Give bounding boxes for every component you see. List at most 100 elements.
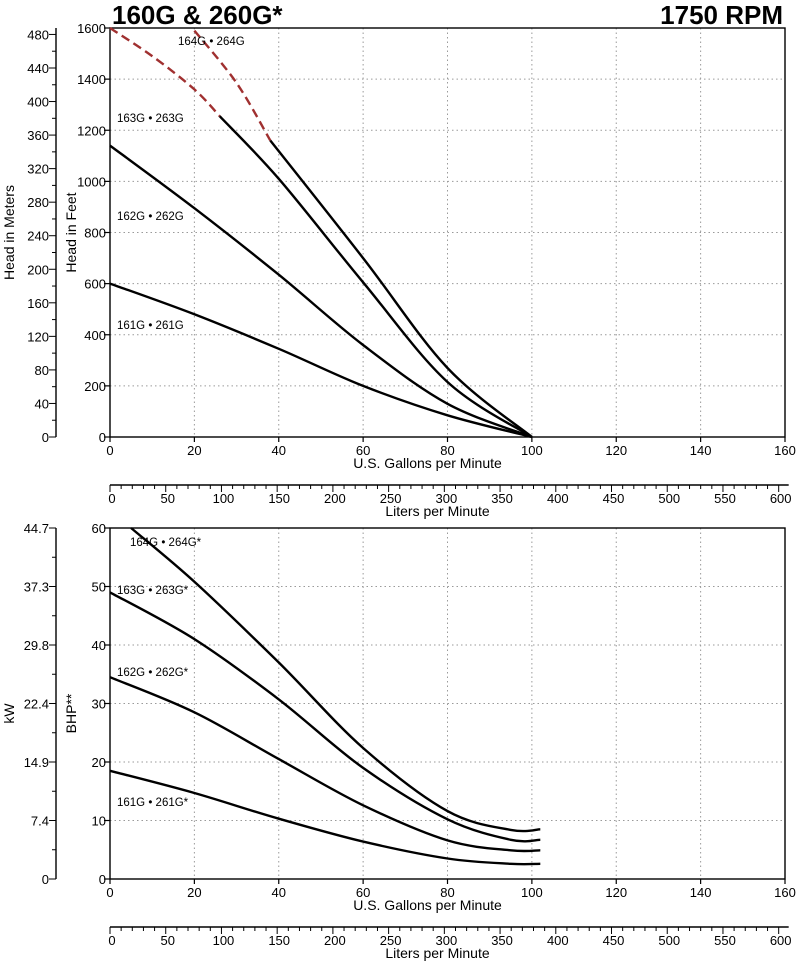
x2-tick-label: 250 xyxy=(380,491,402,506)
chart-title-left: 160G & 260G* xyxy=(112,0,283,30)
x2-tick-label: 50 xyxy=(160,933,174,948)
curve-label: 164G • 264G* xyxy=(130,537,202,549)
x2-tick-label: 600 xyxy=(770,491,792,506)
y2-tick-label: 200 xyxy=(27,262,49,277)
x2-tick-label: 250 xyxy=(380,933,402,948)
y2-tick-label: 400 xyxy=(27,95,49,110)
y2-tick-label: 160 xyxy=(27,296,49,311)
y-tick-label: 600 xyxy=(84,277,106,292)
curve-dashed-line xyxy=(109,27,221,118)
x2-tick-label: 300 xyxy=(435,491,457,506)
x2-tick-label: 450 xyxy=(603,491,625,506)
y2-tick-label: 0 xyxy=(42,872,49,887)
curve-label: 161G • 261G* xyxy=(117,797,189,809)
x2-tick-label: 350 xyxy=(491,933,513,948)
y2-tick-label: 440 xyxy=(27,61,49,76)
y-tick-label: 50 xyxy=(92,580,106,595)
y-tick-label: 800 xyxy=(84,226,106,241)
y-tick-label: 20 xyxy=(92,755,106,770)
x2-axis-label: Liters per Minute xyxy=(385,503,489,519)
x2-tick-label: 100 xyxy=(213,933,235,948)
y2-tick-label: 44.7 xyxy=(24,521,49,536)
x-tick-label: 140 xyxy=(690,443,712,458)
curve-label: 162G • 262G* xyxy=(117,667,189,679)
x-tick-label: 80 xyxy=(440,885,454,900)
curve-label: 164G • 264G xyxy=(178,36,245,48)
x-tick-label: 100 xyxy=(521,885,543,900)
curve-line xyxy=(269,139,533,438)
y2-tick-label: 80 xyxy=(35,363,49,378)
x-axis-label: U.S. Gallons per Minute xyxy=(353,897,502,913)
x-tick-label: 40 xyxy=(272,885,286,900)
curve-label: 161G • 261G xyxy=(117,320,184,332)
y2-tick-label: 7.4 xyxy=(31,814,49,829)
x2-tick-label: 200 xyxy=(324,933,346,948)
x2-tick-label: 0 xyxy=(108,491,115,506)
y2-axis-label: kW xyxy=(1,703,17,724)
y2-tick-label: 480 xyxy=(27,27,49,42)
y-tick-label: 400 xyxy=(84,328,106,343)
y2-tick-label: 240 xyxy=(27,229,49,244)
y-tick-label: 60 xyxy=(92,521,106,536)
curve-line xyxy=(109,144,533,439)
curve-label: 163G • 263G xyxy=(117,113,184,125)
x-tick-label: 100 xyxy=(521,443,543,458)
x-tick-label: 60 xyxy=(356,443,370,458)
curve-line xyxy=(109,769,541,866)
x2-tick-label: 400 xyxy=(547,491,569,506)
curve-line xyxy=(109,282,533,439)
x2-axis-label: Liters per Minute xyxy=(385,945,489,961)
x-tick-label: 20 xyxy=(187,885,201,900)
x2-tick-label: 550 xyxy=(714,933,736,948)
curve-label: 163G • 263G* xyxy=(117,585,189,597)
y2-tick-label: 37.3 xyxy=(24,580,49,595)
x-axis-label: U.S. Gallons per Minute xyxy=(353,455,502,471)
y-tick-label: 1400 xyxy=(77,72,106,87)
x2-tick-label: 0 xyxy=(108,933,115,948)
curve-dashed-line xyxy=(193,29,272,142)
y-tick-label: 1200 xyxy=(77,123,106,138)
y2-tick-label: 29.8 xyxy=(24,638,49,653)
curve-line xyxy=(109,591,541,843)
x-tick-label: 120 xyxy=(605,443,627,458)
x-tick-label: 0 xyxy=(106,885,113,900)
curve-line xyxy=(218,115,533,439)
y-tick-label: 40 xyxy=(92,638,106,653)
y2-tick-label: 22.4 xyxy=(24,697,49,712)
x-tick-label: 0 xyxy=(106,443,113,458)
x2-tick-label: 450 xyxy=(603,933,625,948)
x2-tick-label: 400 xyxy=(547,933,569,948)
x2-tick-label: 150 xyxy=(268,933,290,948)
y-axis-label: BHP** xyxy=(63,693,79,733)
y-tick-label: 0 xyxy=(99,872,106,887)
x2-tick-label: 150 xyxy=(268,491,290,506)
x-tick-label: 60 xyxy=(356,885,370,900)
y-tick-label: 0 xyxy=(99,430,106,445)
x-tick-label: 120 xyxy=(605,885,627,900)
y-axis-label: Head in Feet xyxy=(63,192,79,272)
y2-tick-label: 360 xyxy=(27,128,49,143)
x2-tick-label: 600 xyxy=(770,933,792,948)
curve-line xyxy=(130,527,541,833)
x-tick-label: 140 xyxy=(690,885,712,900)
curve-label: 162G • 262G xyxy=(117,211,184,223)
x2-tick-label: 550 xyxy=(714,491,736,506)
x-tick-label: 160 xyxy=(774,885,796,900)
y2-tick-label: 320 xyxy=(27,162,49,177)
y2-tick-label: 40 xyxy=(35,396,49,411)
y-tick-label: 200 xyxy=(84,379,106,394)
x2-tick-label: 50 xyxy=(160,491,174,506)
y2-tick-label: 280 xyxy=(27,195,49,210)
curve-line xyxy=(109,676,541,853)
x2-tick-label: 500 xyxy=(658,933,680,948)
x-tick-label: 160 xyxy=(774,443,796,458)
x-tick-label: 20 xyxy=(187,443,201,458)
y2-tick-label: 14.9 xyxy=(24,755,49,770)
x2-tick-label: 350 xyxy=(491,491,513,506)
x2-tick-label: 300 xyxy=(435,933,457,948)
x2-tick-label: 200 xyxy=(324,491,346,506)
x-tick-label: 40 xyxy=(272,443,286,458)
y-tick-label: 1600 xyxy=(77,21,106,36)
